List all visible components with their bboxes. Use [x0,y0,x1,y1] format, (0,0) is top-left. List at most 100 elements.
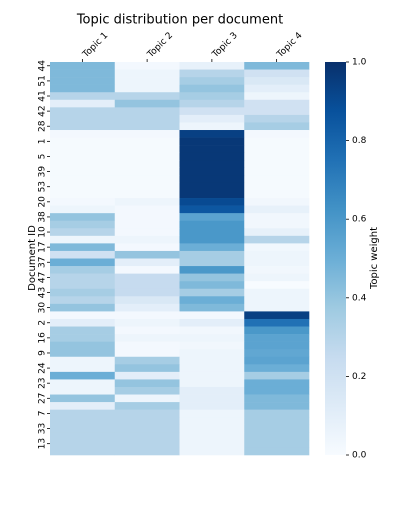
heatmap-cell [179,167,245,176]
heatmap-cell [114,130,180,138]
heatmap-cell [179,160,245,169]
y-tick-label: 53 [38,181,48,192]
heatmap-cell [244,92,310,101]
y-tick-label: 37 [38,257,48,268]
heatmap-cell [50,220,116,229]
heatmap-cell [50,62,116,70]
heatmap-cell [50,303,116,312]
heatmap-cell [114,296,180,305]
heatmap-cell [179,114,245,123]
y-tick-label: 42 [38,105,48,116]
heatmap-cell [179,409,245,418]
heatmap-cell [244,303,310,312]
heatmap-cell [179,303,245,312]
y-tick-label: 28 [38,120,48,132]
chart-title: Topic distribution per document [76,13,283,28]
heatmap-cell [179,281,245,290]
y-tick-label: 43 [38,287,48,298]
heatmap-cell [179,77,245,85]
heatmap-cell [114,77,180,85]
heatmap-cell [179,318,245,327]
y-tick-label: 23 [38,377,48,388]
heatmap-cell [244,167,310,176]
heatmap-cell [114,402,180,410]
heatmap-cell [50,77,116,85]
heatmap-cell [179,402,245,410]
heatmap-cell [114,243,180,252]
y-tick-label: 16 [38,332,48,344]
heatmap-cell [244,417,310,426]
heatmap-cell [50,182,116,191]
heatmap-cell [50,190,116,199]
heatmap-cell [179,349,245,358]
heatmap-cell [244,386,310,395]
heatmap-cell [114,439,180,448]
heatmap-cell [50,296,116,305]
heatmap-cell [179,326,245,335]
heatmap-cell [114,318,180,327]
colorbar-tick-label: 0.8 [352,136,367,146]
heatmap-cell [50,137,116,146]
heatmap-cell [50,107,116,116]
heatmap-cell [114,311,180,320]
heatmap-cell [179,198,245,206]
heatmap-cell [50,122,116,131]
heatmap-cell [114,394,180,403]
heatmap-cell [114,326,180,335]
heatmap-cell [114,213,180,222]
heatmap-cell [244,130,310,138]
heatmap-cell [244,447,310,456]
heatmap-cell [50,371,116,380]
heatmap-cell [179,99,245,108]
heatmap-cell [114,122,180,131]
y-tick-label: 10 [38,226,48,238]
heatmap-cell [50,424,116,433]
heatmap-cell [114,281,180,290]
heatmap-cell [114,258,180,267]
heatmap-cell [244,334,310,342]
heatmap-cell [244,122,310,131]
heatmap-cell [50,228,116,237]
x-tick-label: Topic 3 [210,31,240,61]
y-tick-label: 51 [38,75,48,86]
heatmap-cell [244,356,310,365]
heatmap-cell [244,243,310,252]
heatmap-cell [114,167,180,176]
heatmap-cell [114,228,180,237]
heatmap-cell [50,281,116,290]
heatmap-cell [244,205,310,214]
heatmap-cell [50,356,116,365]
heatmap-cell [179,371,245,380]
heatmap-cell [179,273,245,282]
heatmap-cell [179,341,245,350]
colorbar-tick-label: 0.4 [352,293,367,303]
y-tick-label: 17 [38,241,48,252]
heatmap-cell [179,424,245,433]
heatmap-cell [50,394,116,403]
heatmap-cell [50,417,116,426]
heatmap-cell [114,424,180,433]
heatmap-cell [114,273,180,282]
heatmap-cell [114,235,180,244]
heatmap-cell [179,386,245,395]
heatmap-cell [114,303,180,312]
heatmap-cell [179,258,245,267]
heatmap-cell [114,99,180,108]
heatmap-cell [114,182,180,191]
heatmap-cell [50,266,116,274]
heatmap-cell [244,288,310,297]
heatmap-cell [179,296,245,305]
heatmap-cell [179,213,245,222]
heatmap-cell [244,198,310,206]
heatmap-cell [50,243,116,252]
heatmap-cell [244,235,310,244]
heatmap-cell [114,432,180,441]
heatmap-cell [179,205,245,214]
heatmap-cell [50,69,116,78]
heatmap-cell [244,364,310,373]
heatmap-cell [244,394,310,403]
heatmap-cell [244,114,310,123]
heatmap-cell [179,137,245,146]
x-tick-label: Topic 2 [145,31,175,61]
heatmap-cell [179,379,245,388]
